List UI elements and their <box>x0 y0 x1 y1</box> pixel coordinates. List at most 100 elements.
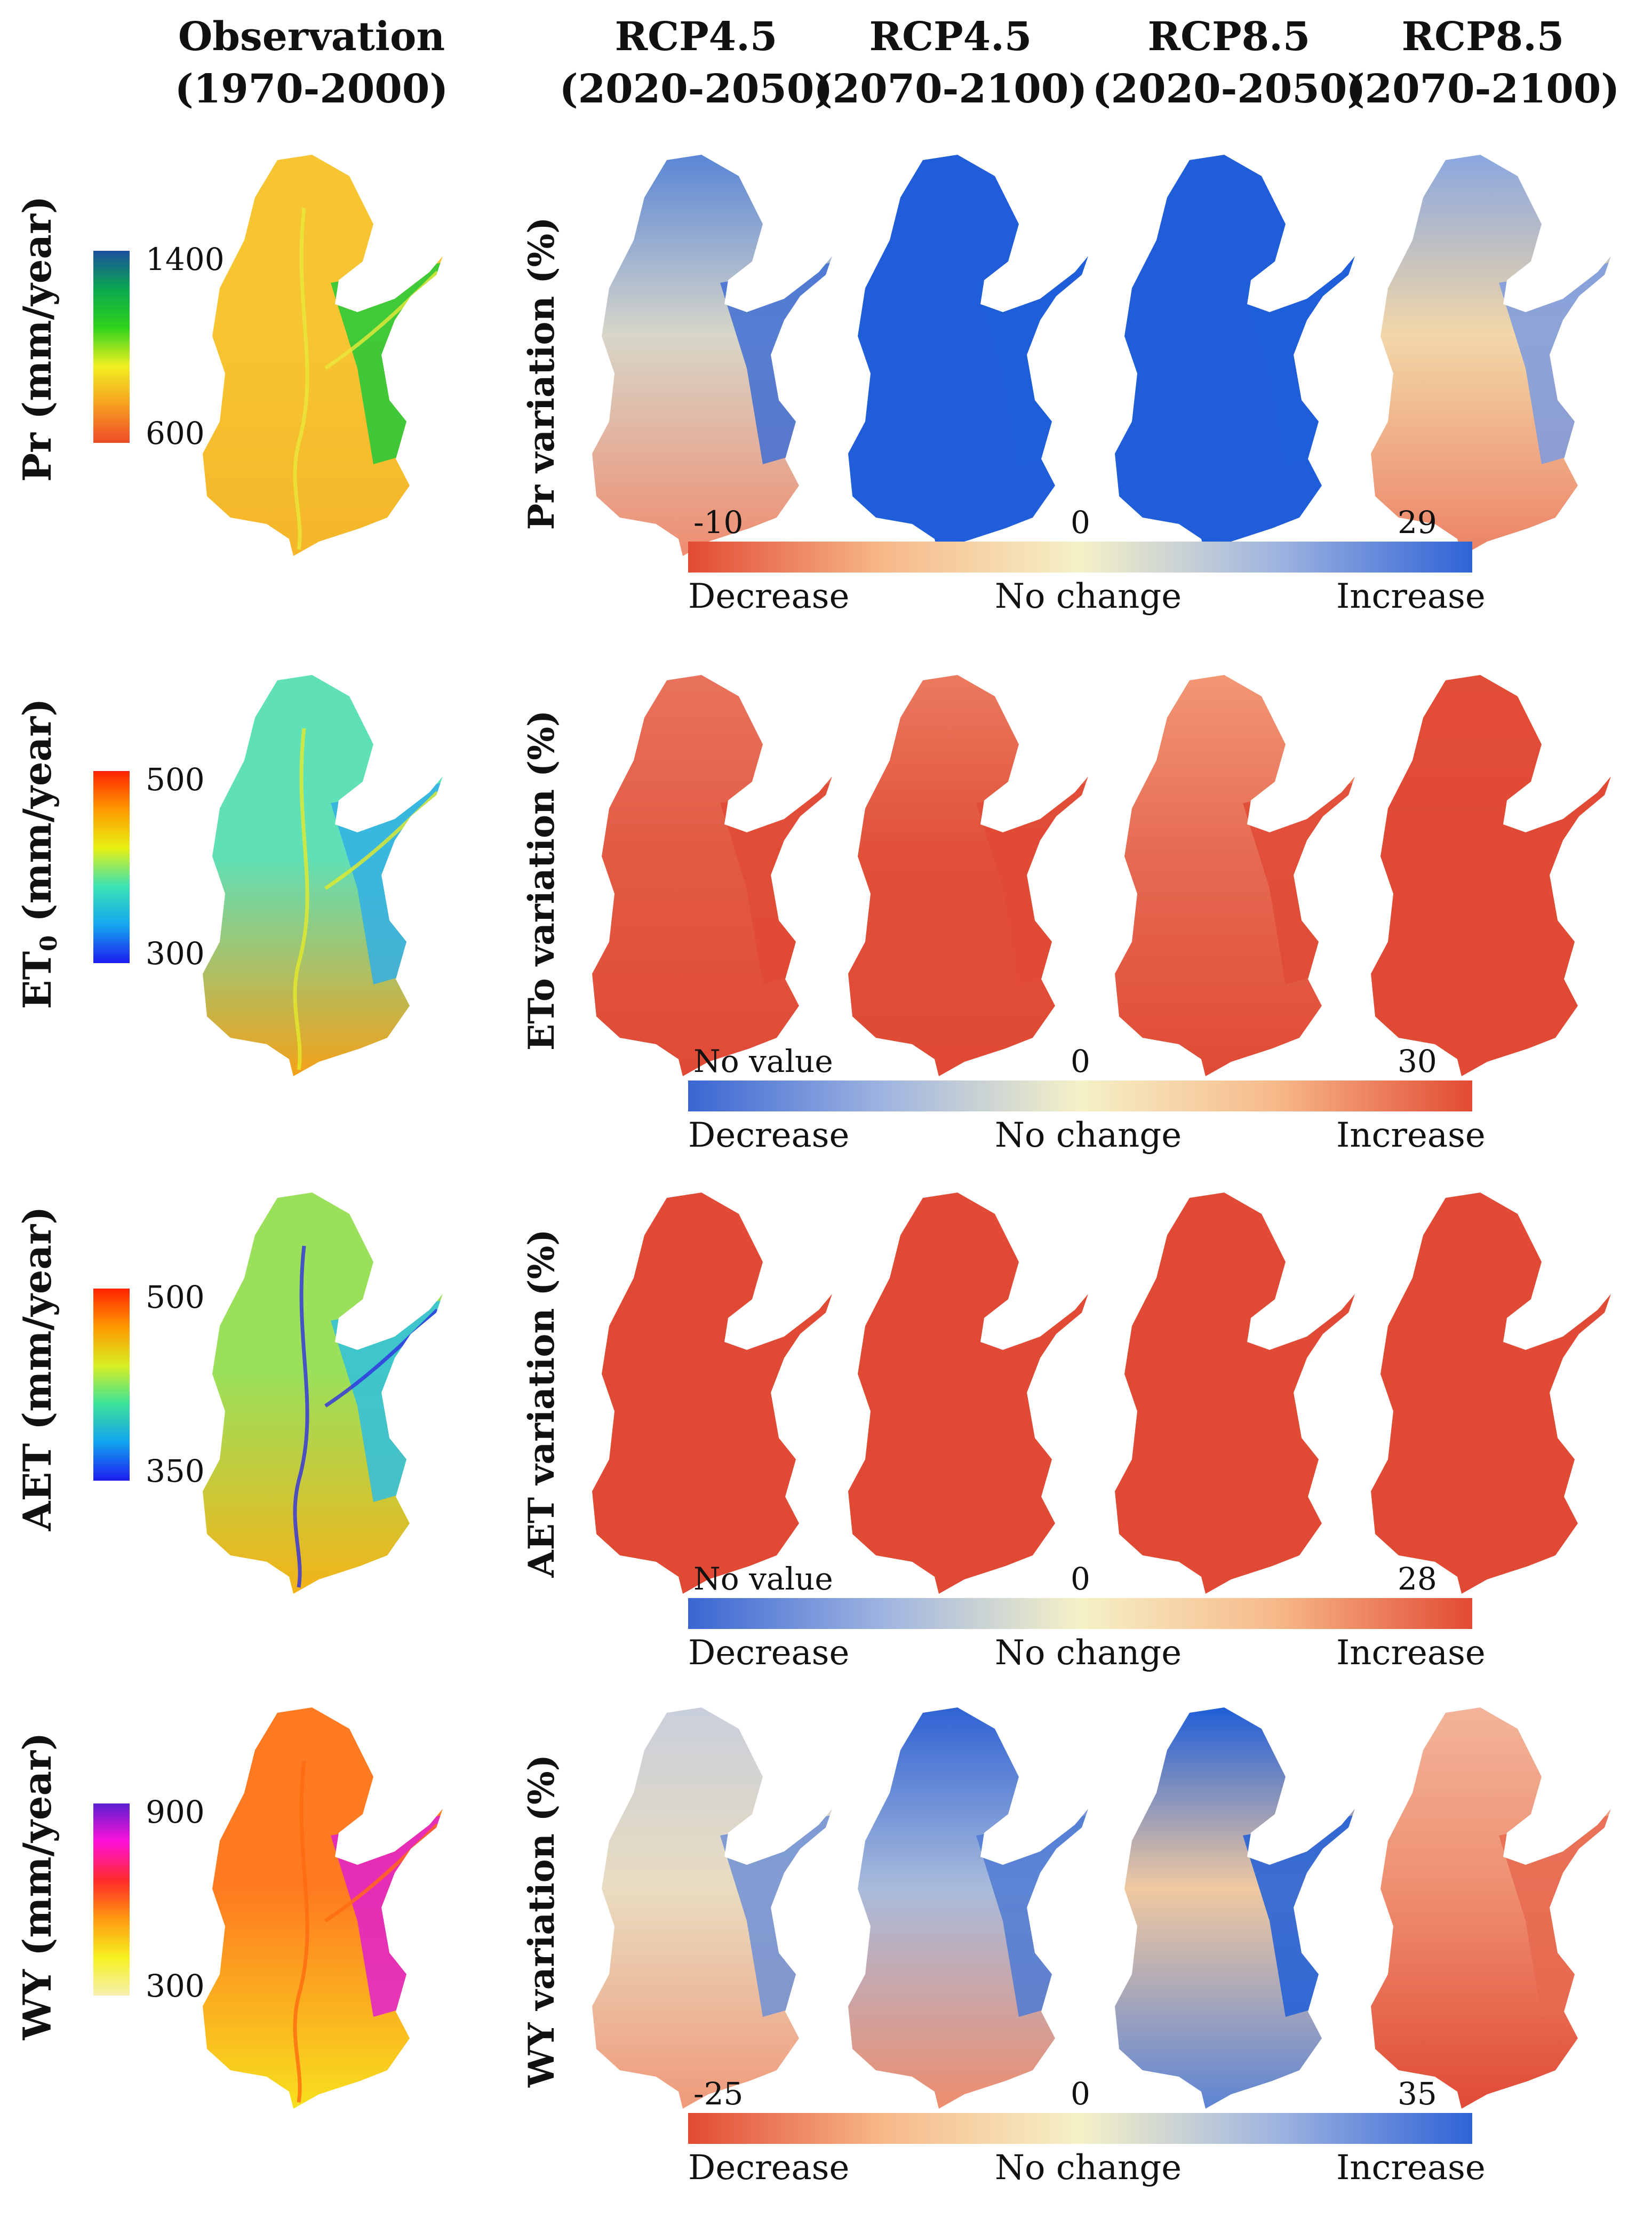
region-fill <box>1371 1193 1611 1594</box>
header-rcp85-2070: RCP8.5 (2070-2100) <box>1344 11 1622 115</box>
obs-legend: 500 350 <box>93 1280 205 1488</box>
obs-map-container <box>197 144 448 566</box>
header-scenario-period: (2070-2100) <box>1346 66 1620 112</box>
scenario-map-container <box>1363 1182 1619 1603</box>
scenario-map-container <box>584 1182 840 1603</box>
region-fill <box>1371 675 1611 1076</box>
variation-map-wy-1 <box>848 1707 1088 2109</box>
scenario-map-container <box>1107 144 1363 566</box>
variation-label-aet: AET variation (%) <box>521 1229 562 1578</box>
legend-color-ramp <box>93 251 130 443</box>
scale-decrease-label: Decrease <box>688 2148 850 2188</box>
variation-map-et0-1 <box>848 675 1088 1076</box>
variation-map-wy-0 <box>592 1707 832 2109</box>
region-fill <box>1371 155 1611 556</box>
header-rcp45-2070: RCP4.5 (2070-2100) <box>812 11 1089 115</box>
variation-map-et0-0 <box>592 675 832 1076</box>
variation-map-aet-1 <box>848 1193 1088 1594</box>
scenario-map-container <box>840 1182 1096 1603</box>
scale-min-value: No value <box>693 1043 833 1079</box>
legend-color-ramp <box>93 1803 130 1996</box>
obs-legend: 500 300 <box>93 762 205 971</box>
legend-max: 900 <box>146 1794 205 1830</box>
legend-max: 1400 <box>146 241 225 277</box>
region-fill <box>592 1707 832 2109</box>
legend-min: 600 <box>146 415 205 451</box>
region-fill <box>1115 1707 1355 2109</box>
scenario-map-container <box>1363 664 1619 1086</box>
variation-map-aet-0 <box>592 1193 832 1594</box>
variation-map-pr-2 <box>1115 155 1355 556</box>
legend-min: 300 <box>146 935 205 972</box>
variation-map-aet-2 <box>1115 1193 1355 1594</box>
variation-map-et0-2 <box>1115 675 1355 1076</box>
region-fill <box>592 1193 832 1594</box>
variation-map-aet-3 <box>1371 1193 1611 1594</box>
obs-legend: 900 300 <box>93 1795 205 2003</box>
scenario-map-container <box>840 664 1096 1086</box>
scenario-map-container <box>584 144 840 566</box>
region-fill <box>592 155 832 556</box>
scale-min-value: No value <box>693 1561 833 1597</box>
observation-map-et0 <box>203 675 443 1076</box>
header-observation: Observation (1970-2000) <box>173 11 450 115</box>
obs-legend: 1400 600 <box>93 242 225 450</box>
legend-color-ramp <box>93 1289 130 1481</box>
legend-color-ramp <box>93 771 130 963</box>
observation-map-pr <box>203 155 443 556</box>
header-observation-period: (1970-2000) <box>174 66 449 112</box>
scale-max-value: 35 <box>1398 2076 1437 2112</box>
observation-map-aet <box>203 1193 443 1594</box>
scale-nochange-label: No change <box>995 577 1182 616</box>
header-observation-title: Observation <box>178 14 445 60</box>
variation-color-bar <box>688 1080 1472 1111</box>
variation-color-bar <box>688 1598 1472 1629</box>
legend-max: 500 <box>146 1279 205 1315</box>
region-fill <box>848 675 1088 1076</box>
variation-map-pr-0 <box>592 155 832 556</box>
variation-color-bar <box>688 542 1472 573</box>
region-fill <box>1115 675 1355 1076</box>
variation-map-pr-3 <box>1371 155 1611 556</box>
scale-mid-value: 0 <box>1071 504 1090 541</box>
region-fill <box>203 675 443 1076</box>
region-fill <box>203 1193 443 1594</box>
header-scenario-title: RCP8.5 <box>1147 14 1311 60</box>
region-fill <box>1371 1707 1611 2109</box>
region-fill <box>848 155 1088 556</box>
variation-map-wy-3 <box>1371 1707 1611 2109</box>
variation-color-bar <box>688 2113 1472 2144</box>
region-fill <box>203 155 443 556</box>
scenario-map-container <box>840 144 1096 566</box>
scale-max-value: 29 <box>1398 504 1437 541</box>
row-label-pr: Pr (mm/year) <box>14 195 60 482</box>
scale-mid-value: 0 <box>1071 1561 1090 1597</box>
region-fill <box>848 1193 1088 1594</box>
header-scenario-period: (2020-2050) <box>559 66 833 112</box>
variation-label-wy: WY variation (%) <box>521 1754 562 2087</box>
obs-map-container <box>197 1182 448 1603</box>
observation-map-wy <box>203 1707 443 2109</box>
header-scenario-title: RCP4.5 <box>614 14 778 60</box>
scenario-map-container <box>1363 1697 1619 2118</box>
scale-increase-label: Increase <box>1336 577 1486 616</box>
scenario-map-container <box>1363 144 1619 566</box>
scenario-map-container <box>1107 1182 1363 1603</box>
obs-map-container <box>197 1697 448 2118</box>
region-fill <box>1115 155 1355 556</box>
header-scenario-title: RCP4.5 <box>869 14 1032 60</box>
legend-min: 300 <box>146 1968 205 2004</box>
variation-label-et0: ETo variation (%) <box>521 710 562 1051</box>
variation-map-et0-3 <box>1371 675 1611 1076</box>
scale-decrease-label: Decrease <box>688 1116 850 1155</box>
row-label-et0: ET0 (mm/year) <box>14 698 62 1010</box>
scale-decrease-label: Decrease <box>688 1633 850 1673</box>
scale-nochange-label: No change <box>995 1633 1182 1673</box>
scale-nochange-label: No change <box>995 2148 1182 2188</box>
scale-max-value: 30 <box>1398 1043 1437 1079</box>
header-scenario-title: RCP8.5 <box>1401 14 1565 60</box>
scale-mid-value: 0 <box>1071 2076 1090 2112</box>
obs-map-container <box>197 664 448 1086</box>
scale-min-value: -10 <box>693 504 744 541</box>
scale-decrease-label: Decrease <box>688 577 850 616</box>
